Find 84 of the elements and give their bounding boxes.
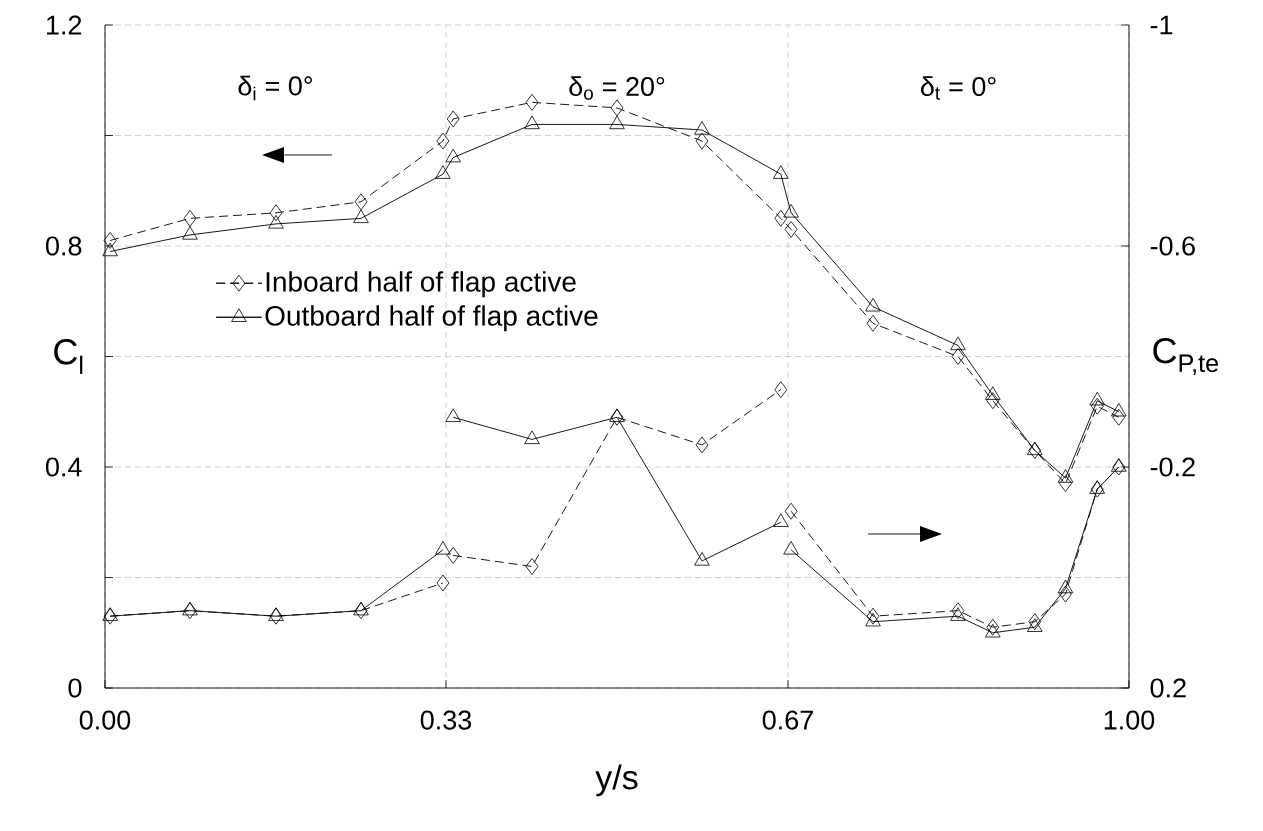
y2-tick-label: -0.6 bbox=[1150, 236, 1195, 256]
point bbox=[354, 193, 368, 211]
point bbox=[268, 215, 284, 229]
point bbox=[102, 242, 118, 257]
point bbox=[353, 209, 369, 224]
x-tick-label: 0.00 bbox=[79, 710, 131, 730]
point bbox=[1028, 613, 1042, 631]
point bbox=[446, 110, 460, 128]
point bbox=[268, 607, 284, 621]
point bbox=[445, 408, 461, 422]
legend-label: Inboard half of flap active bbox=[266, 271, 576, 298]
point bbox=[783, 540, 799, 555]
point bbox=[986, 618, 1000, 636]
y2-tick-label: -1 bbox=[1150, 15, 1173, 35]
point bbox=[269, 204, 283, 222]
y-tick-label: 0 bbox=[68, 678, 82, 698]
point bbox=[609, 408, 625, 422]
point bbox=[446, 547, 460, 564]
point bbox=[1057, 579, 1074, 594]
point bbox=[609, 115, 625, 130]
y2-axis-title: C$_{P,te}$ bbox=[1153, 337, 1219, 376]
point bbox=[950, 336, 966, 351]
point bbox=[865, 612, 881, 627]
point bbox=[1090, 480, 1104, 498]
point bbox=[269, 607, 283, 625]
point bbox=[1027, 618, 1043, 632]
point bbox=[773, 165, 789, 179]
point bbox=[445, 148, 461, 163]
point bbox=[986, 392, 1000, 410]
y2-tick-label: -0.2 bbox=[1150, 457, 1195, 477]
point bbox=[525, 558, 539, 575]
point bbox=[784, 502, 798, 520]
point bbox=[436, 574, 450, 592]
point bbox=[1089, 391, 1106, 406]
point bbox=[183, 209, 197, 227]
point bbox=[866, 314, 880, 332]
point bbox=[103, 232, 117, 249]
point bbox=[985, 623, 1001, 638]
point bbox=[353, 601, 369, 616]
point bbox=[951, 348, 965, 365]
point bbox=[435, 165, 451, 179]
y-tick-label: 0.4 bbox=[45, 457, 82, 477]
point bbox=[182, 601, 198, 616]
point bbox=[694, 121, 710, 135]
point bbox=[866, 607, 880, 625]
point bbox=[435, 540, 451, 555]
point bbox=[695, 436, 709, 454]
annotation: δ$_{t}$ = 0° bbox=[920, 76, 996, 100]
point bbox=[951, 602, 965, 620]
point bbox=[524, 115, 540, 130]
annotation: δ$_{i}$ = 0° bbox=[238, 75, 312, 101]
y2-tick-label: 0.2 bbox=[1150, 678, 1186, 698]
x-axis-title: y/s bbox=[595, 764, 638, 797]
point bbox=[865, 297, 881, 312]
x-tick-label: 1.00 bbox=[1104, 710, 1155, 730]
point bbox=[695, 132, 709, 150]
point bbox=[436, 132, 450, 150]
legend-label: Outboard half of flap active bbox=[265, 305, 598, 332]
point bbox=[1111, 458, 1127, 472]
point bbox=[103, 607, 117, 625]
point bbox=[950, 607, 966, 621]
point bbox=[783, 203, 799, 218]
point bbox=[1090, 397, 1104, 415]
x-tick-label: 0.67 bbox=[762, 710, 813, 730]
point bbox=[773, 513, 789, 527]
point bbox=[1057, 469, 1074, 483]
x-tick-label: 0.33 bbox=[420, 710, 472, 730]
point bbox=[694, 552, 710, 566]
point bbox=[985, 386, 1001, 400]
point bbox=[182, 226, 198, 240]
point bbox=[774, 381, 788, 399]
point bbox=[525, 93, 539, 111]
point bbox=[524, 430, 540, 445]
point bbox=[774, 209, 788, 227]
point bbox=[1111, 402, 1127, 417]
point bbox=[102, 607, 118, 621]
point bbox=[610, 99, 624, 117]
point bbox=[1059, 475, 1072, 492]
y-tick-label: 0.8 bbox=[45, 236, 82, 256]
annotation: δ$_{o}$ = 20° bbox=[569, 76, 665, 100]
point bbox=[784, 221, 798, 238]
y-tick-label: 1.2 bbox=[46, 15, 82, 35]
y-axis-title: C$_{l}$ bbox=[54, 339, 83, 374]
point bbox=[1059, 585, 1072, 603]
